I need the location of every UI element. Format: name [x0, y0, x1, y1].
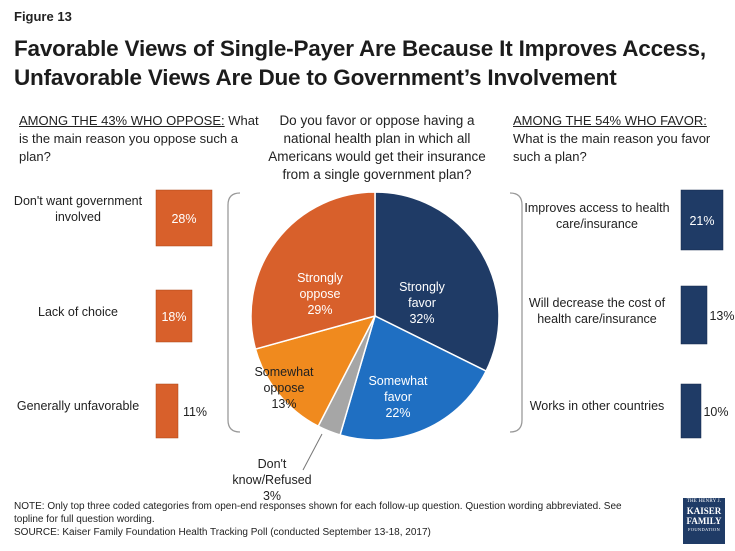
logo-line1: THE HENRY J. — [686, 499, 722, 504]
favor-value-works-in-other-countries: 10% — [703, 405, 728, 419]
pie-label-strongly-oppose: Strongly oppose 29% — [297, 271, 344, 317]
pie-label-somewhat-oppose: Somewhat oppose 13% — [254, 365, 314, 411]
oppose-value-lack-of-choice: 18% — [161, 310, 186, 324]
source-text: SOURCE: Kaiser Family Foundation Health … — [14, 527, 431, 538]
favor-header: AMONG THE 54% WHO FAVOR: What is the mai… — [513, 112, 728, 166]
favor-category-improves-access-to-health-care-insurance: Improves access to health care/insurance — [524, 201, 669, 231]
favor-category-works-in-other-countries: Works in other countries — [530, 399, 665, 413]
pie-label-strongly-favor: Strongly favor 32% — [399, 280, 446, 326]
figure-label: Figure 13 — [14, 9, 72, 24]
chart-title: Favorable Views of Single-Payer Are Beca… — [14, 36, 706, 90]
oppose-bar-lack-of-choice — [155, 289, 193, 343]
right-bracket — [509, 192, 523, 433]
kff-logo: THE HENRY J. KAISER FAMILY FOUNDATION — [683, 498, 725, 544]
pie-label-don-t-know-refused: Don't know/Refused 3% — [232, 457, 311, 503]
left-bracket — [227, 192, 241, 433]
pie-slice-strongly-oppose — [250, 191, 376, 350]
favor-value-will-decrease-the-cost-of-health-care-insurance: 13% — [709, 309, 734, 323]
logo-line2a: KAISER — [686, 506, 722, 516]
pie-slice-somewhat-oppose — [254, 314, 377, 428]
pie-slice-somewhat-favor — [339, 314, 488, 441]
dont-know-leader-line — [302, 433, 323, 471]
favor-bar-works-in-other-countries — [680, 383, 702, 439]
favor-value-improves-access-to-health-care-insurance: 21% — [689, 214, 714, 228]
favor-bar-will-decrease-the-cost-of-health-care-insurance — [680, 285, 708, 345]
note-text: NOTE: Only top three coded categories fr… — [14, 501, 622, 525]
favor-category-will-decrease-the-cost-of-health-care-insurance: Will decrease the cost of health care/ins… — [529, 296, 666, 326]
oppose-header: AMONG THE 43% WHO OPPOSE: What is the ma… — [19, 112, 259, 166]
favor-bar-improves-access-to-health-care-insurance — [680, 189, 724, 251]
footnote: NOTE: Only top three coded categories fr… — [14, 500, 634, 539]
pie-label-somewhat-favor: Somewhat favor 22% — [368, 374, 428, 420]
logo-line2b: FAMILY — [686, 516, 722, 526]
oppose-value-don-t-want-government-involved: 28% — [171, 212, 196, 226]
logo-line3: FOUNDATION — [688, 527, 720, 532]
oppose-bar-generally-unfavorable — [155, 383, 179, 439]
oppose-header-underlined: AMONG THE 43% WHO OPPOSE: — [19, 113, 225, 128]
oppose-header-text: What is the main reason you oppose such … — [19, 113, 259, 164]
oppose-category-don-t-want-government-involved: Don't want government involved — [14, 194, 143, 224]
oppose-category-generally-unfavorable: Generally unfavorable — [17, 399, 139, 413]
favor-header-underlined: AMONG THE 54% WHO FAVOR: — [513, 113, 707, 128]
oppose-bar-don-t-want-government-involved — [155, 189, 213, 247]
oppose-value-generally-unfavorable: 11% — [183, 405, 207, 419]
survey-question: Do you favor or oppose having a national… — [268, 113, 486, 182]
pie-slice-strongly-favor — [374, 191, 500, 373]
favor-header-text: What is the main reason you favor such a… — [513, 131, 711, 164]
oppose-category-lack-of-choice: Lack of choice — [38, 305, 118, 319]
